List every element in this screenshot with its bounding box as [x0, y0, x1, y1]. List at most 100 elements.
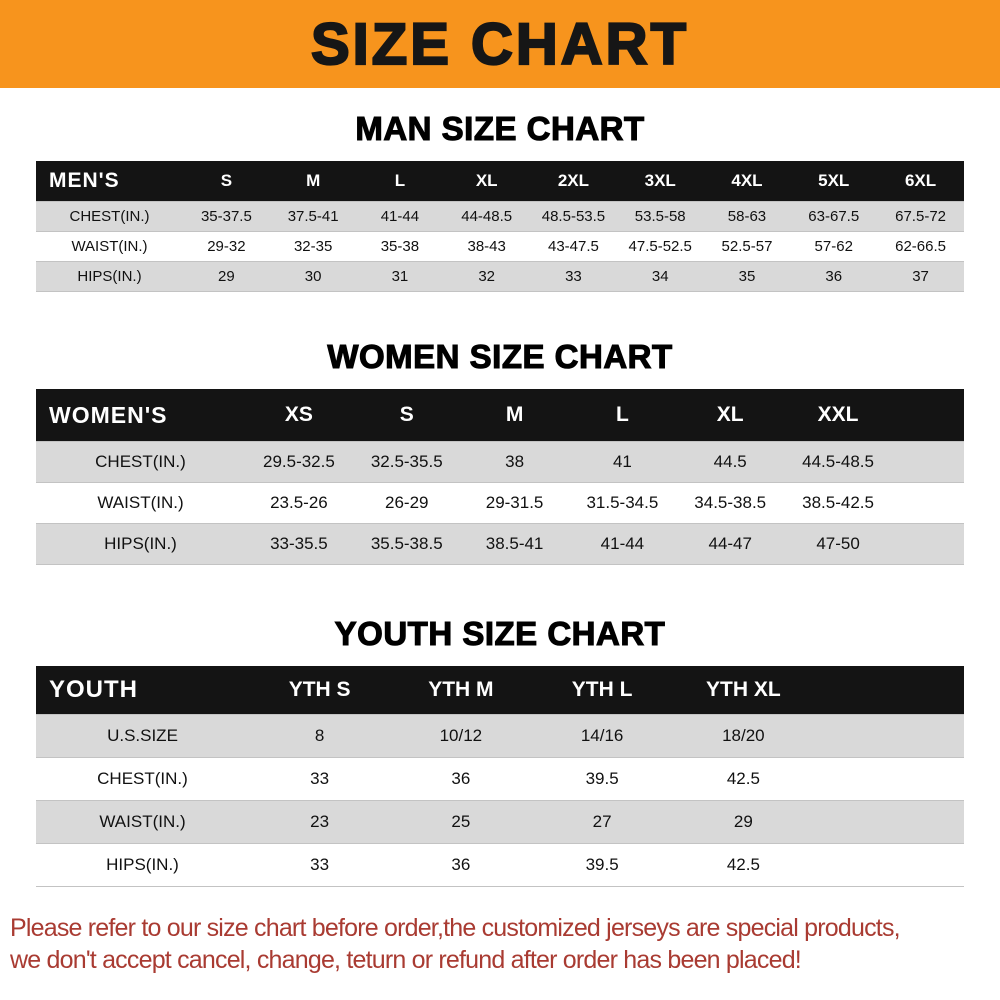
size-cell: 33	[310, 855, 330, 874]
column-header: L	[615, 403, 629, 426]
size-cell: 29.5-32.5	[262, 452, 335, 471]
size-cell: 47-50	[816, 534, 860, 553]
size-cell: 38.5-42.5	[802, 493, 874, 512]
women-table-body: CHEST(IN.) 29.5-32.5 32.5-35.5 38 41 44.5 44.5…	[36, 441, 964, 565]
youth-size-chart-section: YOUTH SIZE CHART YOUTH YTH S YTH M YTH L YTH …	[0, 614, 1000, 887]
size-cell: 36	[451, 769, 471, 788]
row-label: WAIST(IN.)	[99, 812, 186, 831]
header-row: YOUTH YTH S YTH M YTH L YTH XL	[36, 666, 964, 715]
spacer-cell	[814, 666, 964, 715]
column-header: XXL	[817, 403, 859, 426]
size-cell: 33	[310, 769, 330, 788]
size-cell: 27	[592, 812, 612, 831]
column-header: 3XL	[644, 171, 676, 190]
size-cell: 39.5	[585, 769, 619, 788]
table-row: U.S.SIZE 8 10/12 14/16 18/20	[36, 714, 964, 758]
table-row: CHEST(IN.) 35-37.5 37.5-41 41-44 44-48.5 48.5…	[36, 201, 964, 232]
size-cell: 57-62	[814, 238, 853, 255]
size-cell: 34.5-38.5	[694, 493, 767, 512]
size-cell: 31	[391, 268, 409, 285]
table-row: HIPS(IN.) 33 36 39.5 42.5	[36, 843, 964, 887]
size-cell: 36	[451, 855, 471, 874]
size-cell: 44-48.5	[461, 208, 513, 225]
man-table-head: MEN'S S M L XL 2XL 3XL 4XL 5XL 6XL	[36, 161, 964, 202]
table-row: WAIST(IN.) 23.5-26 26-29 29-31.5 31.5-34.5 34…	[36, 482, 964, 524]
column-header: 6XL	[904, 171, 937, 190]
size-cell: 67.5-72	[895, 208, 946, 225]
size-cell: 32	[478, 268, 496, 285]
size-cell: 33	[565, 268, 582, 285]
size-cell: 35.5-38.5	[370, 534, 443, 553]
table-row: HIPS(IN.) 29 30 31 32 33 34 35 36 37	[36, 261, 964, 292]
row-label: CHEST(IN.)	[69, 208, 150, 225]
size-cell: 10/12	[439, 726, 483, 745]
column-header: 2XL	[557, 171, 590, 190]
table-row: CHEST(IN.) 33 36 39.5 42.5	[36, 757, 964, 801]
column-header: 4XL	[731, 171, 763, 190]
women-size-chart-heading: WOMEN SIZE CHART	[327, 337, 673, 375]
spacer-cell	[814, 758, 964, 801]
header-row: WOMEN'S XS S M L XL XXL	[36, 389, 964, 442]
size-cell: 38-43	[467, 238, 506, 255]
column-header: L	[394, 171, 406, 190]
size-cell: 32.5-35.5	[370, 452, 443, 471]
spacer-cell	[892, 483, 964, 524]
size-cell: 52.5-57	[721, 238, 773, 255]
spacer-cell	[814, 844, 964, 887]
size-cell: 25	[451, 812, 471, 831]
row-label: HIPS(IN.)	[104, 534, 177, 553]
table-row: WAIST(IN.) 23 25 27 29	[36, 800, 964, 844]
man-size-chart-heading: MAN SIZE CHART	[355, 109, 645, 147]
size-cell: 44-47	[708, 534, 752, 553]
women-table-head: WOMEN'S XS S M L XL XXL	[36, 389, 964, 442]
column-header: YTH M	[428, 678, 494, 701]
size-cell: 42.5	[726, 855, 760, 874]
table-row: HIPS(IN.) 33-35.5 35.5-38.5 38.5-41 41-44 44-…	[36, 523, 964, 565]
size-cell: 47.5-52.5	[628, 238, 692, 255]
size-cell: 23.5-26	[270, 493, 328, 512]
size-cell: 8	[314, 726, 325, 745]
size-cell: 41	[612, 452, 632, 471]
size-chart-page: SIZE CHART MAN SIZE CHART MEN'S S M L XL 2XL 3X…	[0, 0, 1000, 974]
row-label: U.S.SIZE	[107, 726, 178, 745]
size-cell: 29	[733, 812, 753, 831]
size-cell: 18/20	[722, 726, 765, 745]
column-header: XS	[284, 403, 313, 426]
size-cell: 31.5-34.5	[586, 493, 659, 512]
size-cell: 43-47.5	[548, 238, 599, 255]
row-label: WAIST(IN.)	[97, 493, 184, 512]
table-row: CHEST(IN.) 29.5-32.5 32.5-35.5 38 41 44.5 44.5…	[36, 441, 964, 483]
size-cell: 62-66.5	[895, 238, 946, 255]
man-table-body: CHEST(IN.) 35-37.5 37.5-41 41-44 44-48.5 48.5…	[36, 201, 964, 292]
footer-line-1: Please refer to our size chart before or…	[10, 914, 901, 942]
table-corner-label: WOMEN'S	[49, 401, 168, 428]
youth-table-body: U.S.SIZE 8 10/12 14/16 18/20 CHEST(IN.) 33 36 39…	[36, 714, 964, 887]
youth-table-head: YOUTH YTH S YTH M YTH L YTH XL	[36, 666, 964, 715]
row-label: HIPS(IN.)	[106, 855, 179, 874]
size-cell: 41-44	[600, 534, 645, 553]
column-header: 5XL	[818, 171, 850, 190]
women-size-chart-section: WOMEN SIZE CHART WOMEN'S XS S M L XL XXL CHEST(I…	[0, 337, 1000, 565]
youth-size-chart-heading: YOUTH SIZE CHART	[334, 614, 666, 652]
size-cell: 42.5	[726, 769, 760, 788]
size-cell: 53.5-58	[634, 208, 686, 225]
page-title: SIZE CHART	[310, 10, 689, 77]
size-cell: 39.5	[585, 855, 619, 874]
size-cell: 37	[912, 268, 929, 285]
size-cell: 23	[310, 812, 330, 831]
column-header: S	[399, 403, 414, 426]
man-size-chart-section: MAN SIZE CHART MEN'S S M L XL 2XL 3XL 4XL 5XL 6XL C…	[0, 109, 1000, 292]
size-cell: 36	[825, 268, 843, 285]
spacer-cell	[892, 389, 964, 442]
size-cell: 30	[304, 268, 322, 285]
column-header: M	[306, 171, 321, 190]
column-header: YTH XL	[706, 678, 781, 701]
size-cell: 58-63	[727, 208, 767, 225]
size-cell: 41-44	[380, 208, 420, 225]
column-header: XL	[716, 403, 744, 426]
size-cell: 29-32	[207, 238, 246, 255]
size-cell: 63-67.5	[808, 208, 860, 225]
size-cell: 44.5-48.5	[802, 452, 874, 471]
size-cell: 29	[218, 268, 235, 285]
footer-line-2: we don't accept cancel, change, teturn o…	[10, 945, 802, 974]
